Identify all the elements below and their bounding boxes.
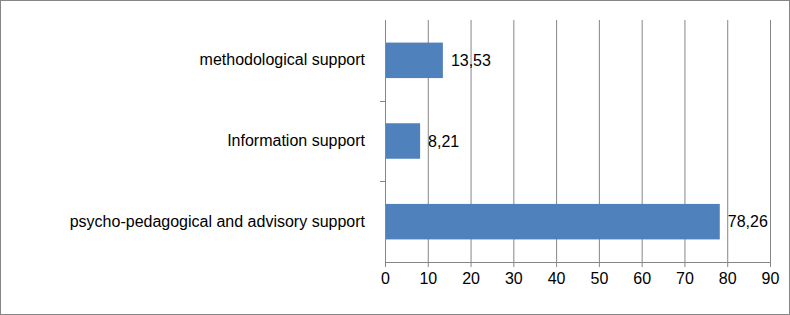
bar (385, 204, 720, 239)
y-tick: psycho-pedagogical and advisory support (70, 213, 385, 230)
y-axis: methodological support Information suppor… (70, 21, 386, 263)
category-label: methodological support (200, 51, 366, 68)
grid-line (385, 20, 386, 262)
grid-line (770, 20, 771, 262)
x-tick: 50 (590, 262, 608, 287)
x-tick: 60 (633, 262, 651, 287)
x-tick-label: 90 (762, 270, 780, 287)
y-axis-line (385, 21, 386, 263)
data-labels: 13,53 8,21 78,26 (428, 52, 768, 230)
bars (385, 43, 720, 240)
y-tick: methodological support (200, 51, 385, 68)
x-tick-label: 60 (633, 270, 651, 287)
x-tick-label: 40 (548, 270, 566, 287)
x-tick-mark (556, 262, 557, 267)
x-tick-mark (727, 262, 728, 267)
data-label: 78,26 (728, 213, 768, 230)
x-tick-mark (513, 262, 514, 267)
x-tick-mark (385, 262, 386, 267)
x-tick: 90 (762, 262, 780, 287)
y-separator (380, 101, 385, 102)
x-tick-mark (599, 262, 600, 267)
x-tick: 40 (548, 262, 566, 287)
data-label: 8,21 (428, 133, 459, 150)
x-tick: 30 (505, 262, 523, 287)
x-tick-label: 30 (505, 270, 523, 287)
x-tick-mark (471, 262, 472, 267)
x-tick-label: 80 (719, 270, 737, 287)
x-tick: 0 (381, 262, 390, 287)
x-tick-mark (428, 262, 429, 267)
chart-frame (1, 1, 790, 315)
chart: 0 10 20 30 40 50 60 70 80 90 methodological suppor… (0, 0, 790, 315)
x-tick: 20 (462, 262, 480, 287)
x-tick-mark (770, 262, 771, 267)
category-label: psycho-pedagogical and advisory support (70, 213, 366, 230)
x-tick: 70 (676, 262, 694, 287)
x-tick-label: 20 (462, 270, 480, 287)
x-tick: 10 (419, 262, 437, 287)
x-tick-mark (642, 262, 643, 267)
bar (385, 43, 443, 78)
data-label: 13,53 (451, 52, 491, 69)
x-axis: 0 10 20 30 40 50 60 70 80 90 (381, 262, 779, 287)
x-tick: 80 (719, 262, 737, 287)
plot: 0 10 20 30 40 50 60 70 80 90 methodological suppor… (70, 20, 780, 287)
y-separators (380, 102, 385, 182)
grid (386, 20, 771, 262)
x-axis-line (386, 262, 771, 263)
x-tick-label: 50 (590, 270, 608, 287)
x-tick-mark (684, 262, 685, 267)
category-label: Information support (227, 132, 365, 149)
y-separator (380, 181, 385, 182)
y-tick: Information support (227, 132, 385, 149)
bar (385, 123, 420, 158)
x-tick-label: 0 (381, 270, 390, 287)
x-tick-label: 10 (419, 270, 437, 287)
x-tick-label: 70 (676, 270, 694, 287)
